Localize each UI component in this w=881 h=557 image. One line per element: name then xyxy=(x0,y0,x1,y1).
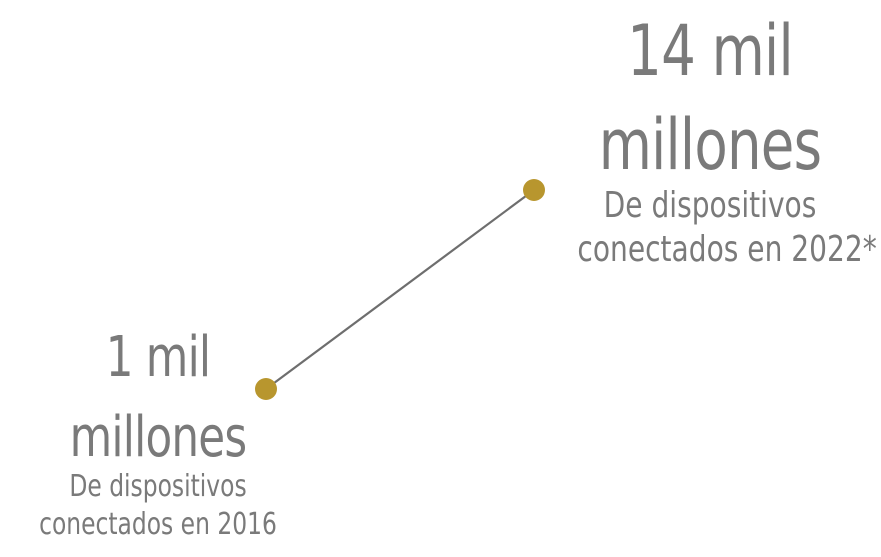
stat-2022-caption-line2: conectados en 2022* xyxy=(577,229,877,270)
stat-2022-caption-line1: De dispositivos xyxy=(603,185,817,226)
stat-2022: 14 mil millones De dispositivos conectad… xyxy=(540,4,880,272)
stat-2022-value-line2: millones xyxy=(598,104,822,186)
stat-2016-value-line2: millones xyxy=(69,405,248,470)
stat-2016-caption-line2: conectados en 2016 xyxy=(39,507,277,542)
point-2022-marker xyxy=(523,179,545,201)
stat-2022-value-line1: 14 mil xyxy=(627,10,793,92)
connector-line xyxy=(265,189,535,390)
stat-2016-caption-line1: De dispositivos xyxy=(69,469,247,504)
stat-2016: 1 mil millones De dispositivos conectado… xyxy=(0,318,316,544)
stat-2016-value-line1: 1 mil xyxy=(105,325,211,390)
point-2016-marker xyxy=(255,378,277,400)
